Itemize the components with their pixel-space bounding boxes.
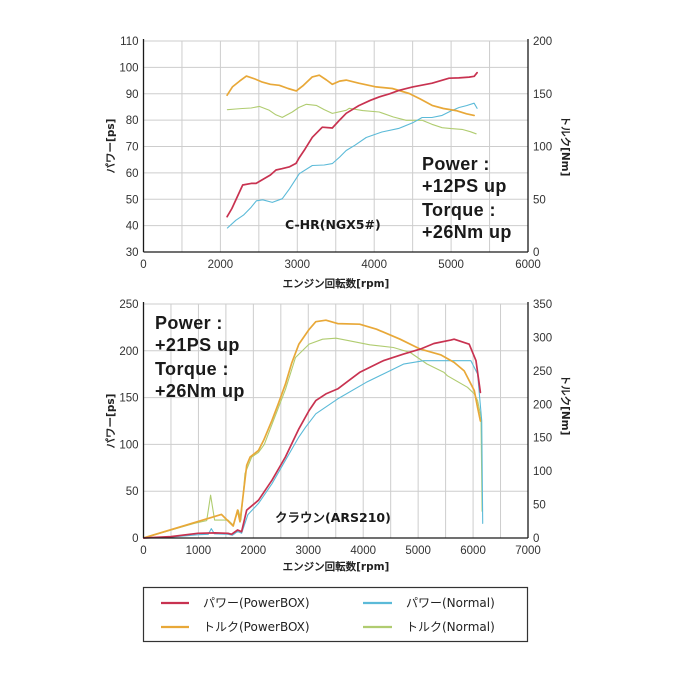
y-tick-label-right: 350	[533, 299, 552, 311]
legend-item-torque-powerbox: トルク(PowerBOX)	[161, 620, 310, 634]
y-tick-label-left: 80	[126, 115, 139, 127]
y-tick-label-right: 150	[533, 89, 552, 101]
series-line-torque-powerbox	[143, 319, 482, 539]
legend-item-torque-normal: トルク(Normal)	[363, 620, 495, 634]
x-tick-label: 7000	[515, 545, 541, 557]
torque-gain-value: +26Nm up	[422, 222, 512, 242]
y-tick-label-left: 40	[126, 221, 139, 233]
axes	[142, 39, 529, 253]
series-line-power-normal	[226, 102, 478, 229]
series-group	[226, 71, 478, 229]
torque-gain-title: Torque :	[155, 359, 229, 379]
y-tick-label-left: 30	[126, 247, 139, 259]
x-tick-label: 5000	[438, 259, 464, 271]
y-axis-title-left: パワー[ps]	[105, 394, 117, 449]
y-tick-label-left: 100	[119, 62, 138, 74]
chart-crown: 0 50 100 150 200 250 0 50 100 150 200 250 300 350 0 100…	[105, 299, 571, 573]
y-tick-label-right: 300	[533, 332, 552, 344]
power-gain-title: Power :	[155, 313, 223, 333]
legend-box	[142, 586, 529, 643]
y-tick-label-right: 250	[533, 366, 552, 378]
grid	[143, 40, 528, 252]
y-tick-label-left: 0	[132, 533, 138, 545]
tick-labels: 0 50 100 150 200 250 0 50 100 150 200 250 300 350 0 100…	[119, 299, 552, 557]
power-gain-title: Power :	[422, 154, 490, 174]
legend-label: パワー(Normal)	[406, 596, 495, 610]
y-tick-label-left: 150	[119, 393, 138, 405]
y-axis-title-left: パワー[ps]	[105, 119, 117, 174]
y-tick-label-left: 60	[126, 168, 139, 180]
axes	[142, 302, 529, 539]
power-gain-value: +12PS up	[422, 176, 507, 196]
x-tick-label: 2000	[208, 259, 234, 271]
x-tick-label: 4000	[350, 545, 376, 557]
y-tick-label-left: 50	[126, 486, 139, 498]
series-line-torque-powerbox	[226, 74, 475, 117]
x-tick-label: 2000	[241, 545, 267, 557]
series-line-power-powerbox	[226, 71, 478, 218]
legend-label: トルク(PowerBOX)	[203, 620, 310, 634]
model-label: C-HR(NGX5#)	[285, 217, 381, 232]
y-tick-label-right: 150	[533, 433, 552, 445]
x-tick-label: 6000	[460, 545, 486, 557]
x-tick-label: 5000	[405, 545, 431, 557]
x-tick-label: 6000	[515, 259, 541, 271]
series-line-power-normal	[143, 360, 484, 539]
grid	[143, 303, 528, 538]
x-tick-label: 0	[140, 545, 146, 557]
y-tick-label-right: 200	[533, 36, 552, 48]
legend-label: トルク(Normal)	[406, 620, 495, 634]
y-axis-title-right: トルク[Nm]	[559, 116, 571, 177]
y-tick-label-right: 0	[533, 247, 539, 259]
series-group	[143, 319, 484, 539]
series-line-power-powerbox	[143, 338, 482, 539]
y-tick-label-left: 100	[119, 439, 138, 451]
y-axis-title-right: トルク[Nm]	[559, 375, 571, 436]
x-axis-title: エンジン回転数[rpm]	[283, 277, 390, 290]
x-tick-label: 3000	[295, 545, 321, 557]
x-tick-label: 4000	[361, 259, 387, 271]
legend-item-power-powerbox: パワー(PowerBOX)	[161, 596, 310, 610]
series-line-torque-normal	[226, 103, 477, 135]
y-tick-label-left: 200	[119, 346, 138, 358]
x-tick-label: 3000	[285, 259, 311, 271]
legend-label: パワー(PowerBOX)	[203, 596, 310, 610]
y-tick-label-left: 50	[126, 194, 139, 206]
y-tick-label-left: 70	[126, 142, 139, 154]
x-axis-title: エンジン回転数[rpm]	[283, 560, 390, 573]
y-tick-label-right: 200	[533, 399, 552, 411]
x-tick-label: 1000	[186, 545, 212, 557]
y-tick-label-left: 110	[120, 36, 138, 48]
legend: パワー(PowerBOX) トルク(PowerBOX) パワー(Normal) …	[142, 586, 529, 643]
y-tick-label-left: 90	[126, 89, 139, 101]
y-tick-label-right: 50	[533, 194, 546, 206]
torque-gain-value: +26Nm up	[155, 381, 245, 401]
y-tick-label-left: 250	[119, 299, 138, 311]
y-tick-label-right: 100	[533, 466, 552, 478]
y-tick-label-right: 0	[533, 533, 539, 545]
y-tick-label-right: 100	[533, 142, 552, 154]
x-tick-label: 0	[140, 259, 146, 271]
power-gain-value: +21PS up	[155, 335, 240, 355]
y-tick-label-right: 50	[533, 500, 546, 512]
legend-item-power-normal: パワー(Normal)	[363, 596, 495, 610]
model-label: クラウン(ARS210)	[275, 510, 391, 525]
torque-gain-title: Torque :	[422, 200, 496, 220]
